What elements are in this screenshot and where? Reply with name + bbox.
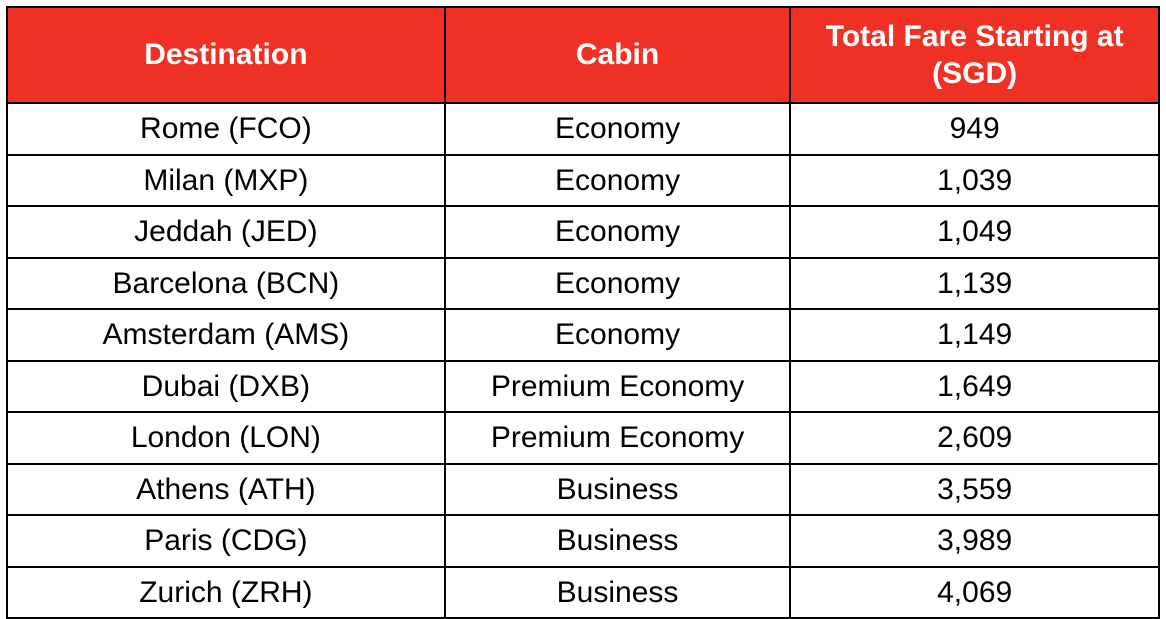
cell-cabin: Business bbox=[445, 464, 791, 516]
table-row: Milan (MXP) Economy 1,039 bbox=[7, 155, 1159, 207]
cell-destination: Amsterdam (AMS) bbox=[7, 309, 445, 361]
table-row: Barcelona (BCN) Economy 1,139 bbox=[7, 258, 1159, 310]
col-header-destination: Destination bbox=[7, 7, 445, 103]
cell-cabin: Business bbox=[445, 515, 791, 567]
cell-fare: 1,049 bbox=[790, 206, 1159, 258]
cell-fare: 1,649 bbox=[790, 361, 1159, 413]
col-header-cabin: Cabin bbox=[445, 7, 791, 103]
table-row: Paris (CDG) Business 3,989 bbox=[7, 515, 1159, 567]
cell-cabin: Economy bbox=[445, 103, 791, 155]
table-body: Rome (FCO) Economy 949 Milan (MXP) Econo… bbox=[7, 103, 1159, 618]
table-row: Athens (ATH) Business 3,559 bbox=[7, 464, 1159, 516]
fares-table: Destination Cabin Total Fare Starting at… bbox=[6, 6, 1160, 619]
table-row: Jeddah (JED) Economy 1,049 bbox=[7, 206, 1159, 258]
cell-fare: 2,609 bbox=[790, 412, 1159, 464]
cell-cabin: Economy bbox=[445, 258, 791, 310]
cell-cabin: Business bbox=[445, 567, 791, 619]
table-row: London (LON) Premium Economy 2,609 bbox=[7, 412, 1159, 464]
cell-fare: 4,069 bbox=[790, 567, 1159, 619]
cell-destination: Milan (MXP) bbox=[7, 155, 445, 207]
cell-destination: Zurich (ZRH) bbox=[7, 567, 445, 619]
cell-destination: Rome (FCO) bbox=[7, 103, 445, 155]
cell-fare: 3,559 bbox=[790, 464, 1159, 516]
cell-cabin: Premium Economy bbox=[445, 412, 791, 464]
table-row: Rome (FCO) Economy 949 bbox=[7, 103, 1159, 155]
cell-cabin: Economy bbox=[445, 206, 791, 258]
cell-destination: Barcelona (BCN) bbox=[7, 258, 445, 310]
cell-cabin: Economy bbox=[445, 155, 791, 207]
cell-fare: 3,989 bbox=[790, 515, 1159, 567]
cell-fare: 949 bbox=[790, 103, 1159, 155]
cell-cabin: Premium Economy bbox=[445, 361, 791, 413]
cell-fare: 1,039 bbox=[790, 155, 1159, 207]
cell-destination: Jeddah (JED) bbox=[7, 206, 445, 258]
cell-destination: Dubai (DXB) bbox=[7, 361, 445, 413]
table-header: Destination Cabin Total Fare Starting at… bbox=[7, 7, 1159, 103]
cell-destination: Paris (CDG) bbox=[7, 515, 445, 567]
table-header-row: Destination Cabin Total Fare Starting at… bbox=[7, 7, 1159, 103]
table-row: Dubai (DXB) Premium Economy 1,649 bbox=[7, 361, 1159, 413]
table-row: Zurich (ZRH) Business 4,069 bbox=[7, 567, 1159, 619]
table-row: Amsterdam (AMS) Economy 1,149 bbox=[7, 309, 1159, 361]
col-header-fare: Total Fare Starting at (SGD) bbox=[790, 7, 1159, 103]
cell-destination: Athens (ATH) bbox=[7, 464, 445, 516]
cell-fare: 1,139 bbox=[790, 258, 1159, 310]
cell-fare: 1,149 bbox=[790, 309, 1159, 361]
cell-destination: London (LON) bbox=[7, 412, 445, 464]
cell-cabin: Economy bbox=[445, 309, 791, 361]
